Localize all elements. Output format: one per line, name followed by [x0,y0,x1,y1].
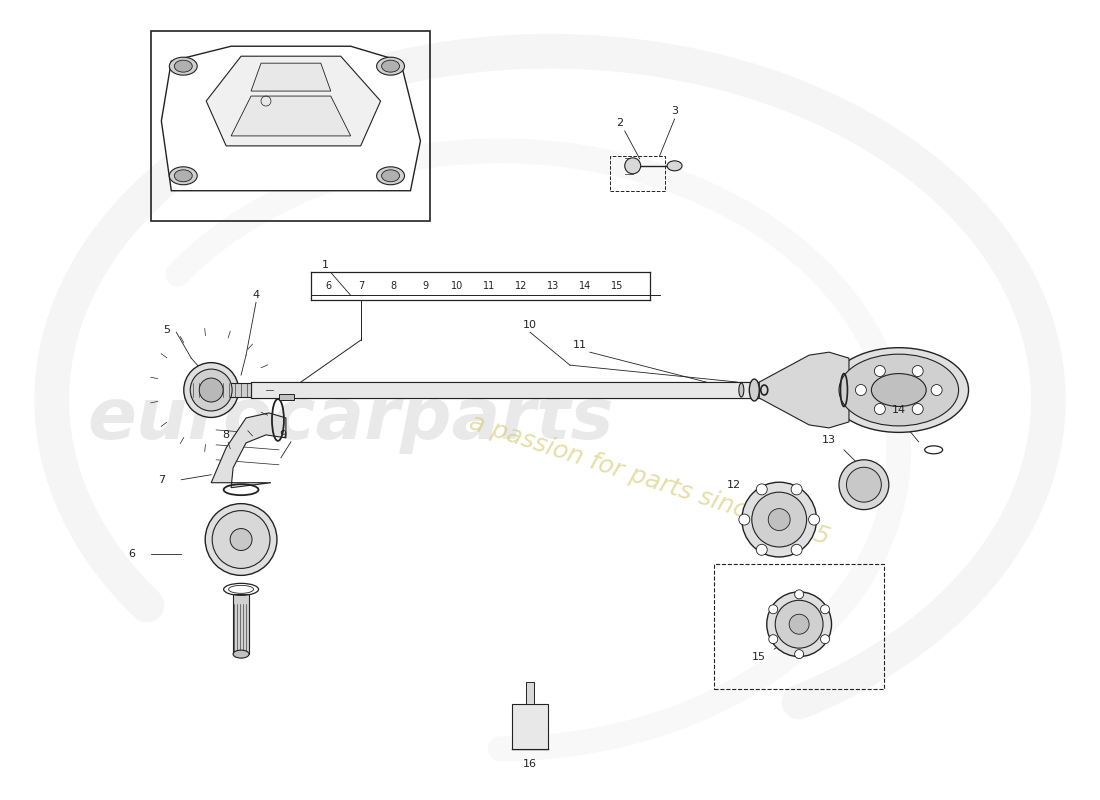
Ellipse shape [174,60,192,72]
Ellipse shape [190,369,232,411]
Text: a passion for parts since 1985: a passion for parts since 1985 [466,410,833,550]
Polygon shape [251,63,331,91]
Text: 5: 5 [163,326,169,335]
Text: 13: 13 [548,282,560,291]
Ellipse shape [768,509,790,530]
Ellipse shape [776,600,823,648]
Ellipse shape [839,460,889,510]
Text: 2: 2 [616,118,624,128]
Text: 3: 3 [671,106,678,116]
Text: 15: 15 [752,652,767,662]
Ellipse shape [212,510,270,569]
Circle shape [821,605,829,614]
Text: 9: 9 [422,282,428,291]
Bar [191,383,251,397]
Polygon shape [211,413,286,488]
Polygon shape [206,56,381,146]
Circle shape [932,385,942,395]
Ellipse shape [169,167,197,185]
Circle shape [912,366,923,377]
Ellipse shape [382,60,399,72]
Circle shape [791,544,802,555]
Ellipse shape [376,167,405,185]
Circle shape [769,605,778,614]
Ellipse shape [376,57,405,75]
Ellipse shape [233,650,249,658]
Ellipse shape [789,614,810,634]
Text: eurocarparts: eurocarparts [87,386,614,454]
Polygon shape [162,46,420,190]
Text: 1: 1 [322,261,329,270]
Ellipse shape [871,374,926,406]
Ellipse shape [749,379,759,401]
Text: 15: 15 [612,282,624,291]
Text: 12: 12 [515,282,528,291]
Bar [609,156,664,190]
Polygon shape [231,96,351,136]
Bar [152,31,430,221]
Text: 6: 6 [326,282,332,291]
Ellipse shape [751,492,806,547]
Circle shape [794,590,804,599]
Ellipse shape [767,592,832,657]
Bar [251,382,799,398]
Text: 13: 13 [822,435,836,445]
Circle shape [757,544,767,555]
Circle shape [794,650,804,658]
Bar [714,565,883,689]
Text: 9: 9 [279,430,286,440]
Circle shape [739,514,750,525]
Ellipse shape [169,57,197,75]
Circle shape [808,514,820,525]
Text: 14: 14 [892,405,905,415]
Ellipse shape [230,529,252,550]
Text: 16: 16 [524,758,537,769]
Circle shape [625,158,640,174]
Ellipse shape [847,467,881,502]
Bar [279,394,294,400]
Ellipse shape [667,161,682,170]
Ellipse shape [206,504,277,575]
Text: 11: 11 [483,282,495,291]
Circle shape [791,484,802,495]
Text: 4: 4 [253,290,260,300]
Ellipse shape [174,170,192,182]
Text: 10: 10 [524,320,537,330]
Circle shape [769,634,778,644]
Text: 7: 7 [157,474,165,485]
Circle shape [874,366,886,377]
Ellipse shape [741,482,816,557]
Ellipse shape [382,170,399,182]
Text: 10: 10 [451,282,463,291]
Circle shape [821,634,829,644]
Text: 11: 11 [573,340,587,350]
Ellipse shape [739,383,744,397]
Bar [513,704,548,749]
Ellipse shape [829,348,968,432]
Ellipse shape [201,380,221,400]
Polygon shape [759,352,849,428]
Text: 8: 8 [222,430,230,440]
Text: 8: 8 [389,282,396,291]
Circle shape [199,378,223,402]
Text: 14: 14 [580,282,592,291]
Text: 7: 7 [358,282,364,291]
Bar [233,594,249,654]
Text: 12: 12 [727,480,741,490]
Text: 6: 6 [128,550,135,559]
Circle shape [856,385,867,395]
Bar [526,682,535,704]
Ellipse shape [184,362,239,418]
Circle shape [874,403,886,414]
Ellipse shape [839,354,958,426]
Circle shape [757,484,767,495]
Circle shape [912,403,923,414]
